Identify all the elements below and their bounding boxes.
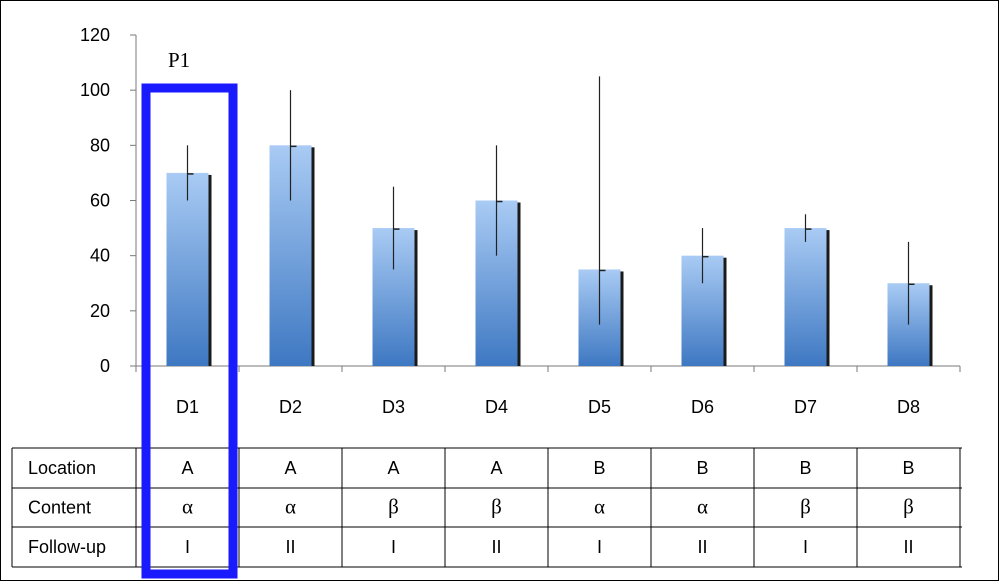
- highlight-label: P1: [168, 48, 190, 72]
- table-cell: A: [387, 458, 399, 478]
- table-cell: II: [903, 537, 913, 557]
- table-cell: β: [491, 495, 502, 519]
- x-tick-label: D3: [382, 397, 405, 417]
- y-tick-label: 40: [90, 246, 110, 266]
- y-tick-label: 0: [100, 356, 110, 376]
- y-tick-label: 60: [90, 191, 110, 211]
- category-labels: D1 D2 D3 D4 D5 D6 D7 D8: [176, 397, 920, 417]
- bars: [167, 76, 933, 366]
- table-cell: I: [597, 537, 602, 557]
- x-tick-label: D2: [279, 397, 302, 417]
- table-cell: B: [799, 458, 811, 478]
- x-tick-label: D7: [794, 397, 817, 417]
- table-cell: II: [285, 537, 295, 557]
- y-tick-label: 80: [90, 135, 110, 155]
- x-tick-label: D5: [588, 397, 611, 417]
- table-row-label: Content: [28, 498, 91, 518]
- y-tick-label: 20: [90, 301, 110, 321]
- x-tick-label: D4: [485, 397, 508, 417]
- table-cell: β: [388, 495, 399, 519]
- table-cell: I: [185, 537, 190, 557]
- y-tick-label: 100: [80, 80, 110, 100]
- x-tick-label: D8: [897, 397, 920, 417]
- bar-d1: [167, 173, 209, 366]
- table-cell: B: [902, 458, 914, 478]
- table-cell: α: [697, 495, 708, 519]
- table-cell: II: [697, 537, 707, 557]
- x-tick-label: D1: [176, 397, 199, 417]
- table-cell: II: [491, 537, 501, 557]
- table-cell: B: [696, 458, 708, 478]
- condition-table: Location A A A A B B B B Content α α β β α α β β Follow-up…: [12, 448, 962, 567]
- table-row-label: Follow-up: [28, 537, 106, 557]
- table-cell: B: [593, 458, 605, 478]
- table-cell: I: [391, 537, 396, 557]
- table-cell: β: [903, 495, 914, 519]
- table-cell: A: [490, 458, 502, 478]
- y-tick-label: 120: [80, 25, 110, 45]
- x-tick-label: D6: [691, 397, 714, 417]
- table-cell: α: [285, 495, 296, 519]
- table-cell: α: [182, 495, 193, 519]
- table-row-label: Location: [28, 458, 96, 478]
- table-cell: I: [803, 537, 808, 557]
- table-cell: A: [284, 458, 296, 478]
- table-cell: A: [181, 458, 193, 478]
- table-cell: β: [800, 495, 811, 519]
- bar-d7: [785, 228, 827, 366]
- table-cell: α: [594, 495, 605, 519]
